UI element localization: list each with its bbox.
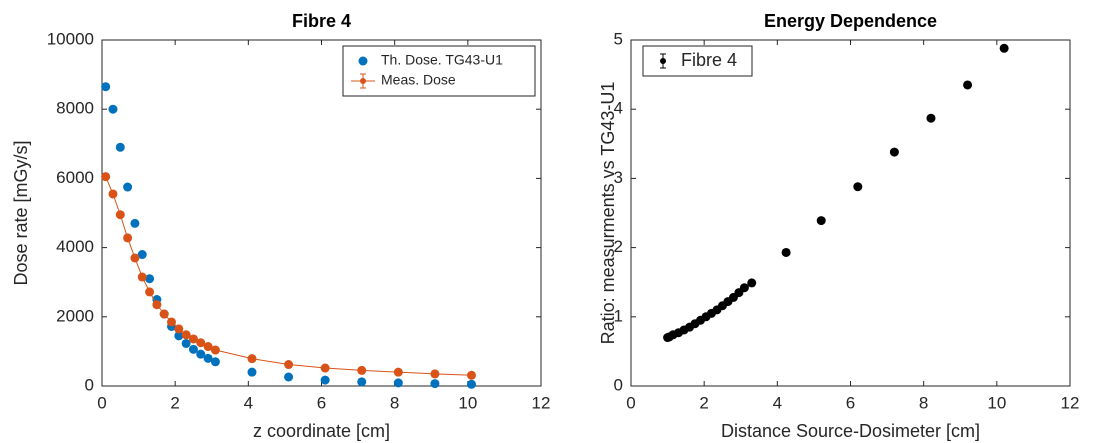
x-tick-label: 0 (626, 393, 635, 412)
y-axis-label: Ratio: measurments vs TG43-U1 (598, 82, 618, 345)
y-tick-label: 0 (85, 375, 94, 394)
data-point (123, 233, 133, 243)
x-tick-label: 10 (987, 393, 1006, 412)
data-point (145, 274, 155, 284)
data-point (210, 357, 220, 367)
data-point (174, 324, 184, 334)
data-point (123, 182, 133, 192)
legend-label: Fibre 4 (681, 50, 737, 70)
legend-marker (360, 78, 366, 84)
legend-label: Meas. Dose (381, 72, 456, 88)
plot-area (630, 39, 1071, 387)
y-tick-label: 8000 (56, 99, 94, 118)
data-point (181, 330, 191, 340)
data-point (466, 379, 476, 389)
x-axis-label: z coordinate [cm] (253, 421, 390, 441)
data-point (115, 142, 125, 152)
data-point (999, 43, 1009, 53)
data-point (203, 342, 213, 352)
data-point (130, 253, 140, 263)
legend-marker (660, 58, 666, 64)
data-point (115, 210, 125, 220)
data-point (357, 377, 367, 387)
y-tick-label: 3 (614, 168, 623, 187)
x-tick-label: 12 (1061, 393, 1080, 412)
x-tick-label: 6 (317, 393, 326, 412)
x-tick-label: 8 (919, 393, 928, 412)
data-point (188, 334, 198, 344)
data-point (196, 349, 206, 359)
y-tick-label: 1 (614, 306, 623, 325)
legend-box (342, 45, 536, 97)
x-tick-label: 2 (170, 393, 179, 412)
data-point (247, 354, 257, 364)
y-tick-label: 4000 (56, 237, 94, 256)
data-point (466, 370, 476, 380)
chart-title: Energy Dependence (764, 11, 937, 31)
data-point (101, 172, 111, 182)
y-tick-label: 2000 (56, 306, 94, 325)
data-point (196, 338, 206, 348)
y-tick-label: 2 (614, 237, 623, 256)
data-point (853, 182, 863, 192)
data-point (108, 104, 118, 114)
data-point (181, 338, 191, 348)
data-point (188, 344, 198, 354)
x-tick-label: 0 (97, 393, 106, 412)
data-point (210, 345, 220, 355)
data-point (430, 379, 440, 389)
x-tick-label: 12 (532, 393, 551, 412)
data-point (889, 147, 899, 157)
data-point (284, 372, 294, 382)
y-tick-label: 4 (614, 99, 623, 118)
data-point (247, 367, 257, 377)
data-point (137, 250, 147, 260)
data-point (781, 247, 791, 257)
x-tick-label: 4 (244, 393, 253, 412)
x-tick-label: 8 (390, 393, 399, 412)
data-point (108, 189, 118, 199)
x-tick-label: 4 (773, 393, 782, 412)
data-point (739, 283, 749, 293)
data-point (747, 278, 757, 288)
data-point (203, 353, 213, 363)
data-point (152, 300, 162, 310)
data-point (174, 331, 184, 341)
data-point (145, 287, 155, 297)
data-point (926, 113, 936, 123)
data-point (963, 80, 973, 90)
x-tick-label: 10 (458, 393, 477, 412)
y-axis-label: Dose rate [mGy/s] (11, 140, 31, 285)
x-tick-label: 6 (846, 393, 855, 412)
data-point (284, 360, 294, 370)
data-point (430, 369, 440, 379)
x-tick-label: 2 (699, 393, 708, 412)
data-point (159, 309, 169, 319)
legend-marker (358, 56, 368, 66)
x-axis-label: Distance Source-Dosimeter [cm] (721, 421, 980, 441)
legend-label: Th. Dose. TG43-U1 (381, 52, 503, 68)
data-point (320, 375, 330, 385)
data-point (357, 365, 367, 375)
data-point (167, 317, 177, 327)
data-point (137, 272, 147, 282)
data-point (130, 218, 140, 228)
data-point (101, 82, 111, 92)
data-point (320, 363, 330, 373)
y-tick-label: 0 (614, 375, 623, 394)
chart-title: Fibre 4 (292, 11, 351, 31)
data-point (816, 216, 826, 226)
data-point (393, 378, 403, 388)
y-tick-label: 5 (614, 29, 623, 48)
y-tick-label: 10000 (47, 29, 94, 48)
data-point (393, 367, 403, 377)
y-tick-label: 6000 (56, 168, 94, 187)
